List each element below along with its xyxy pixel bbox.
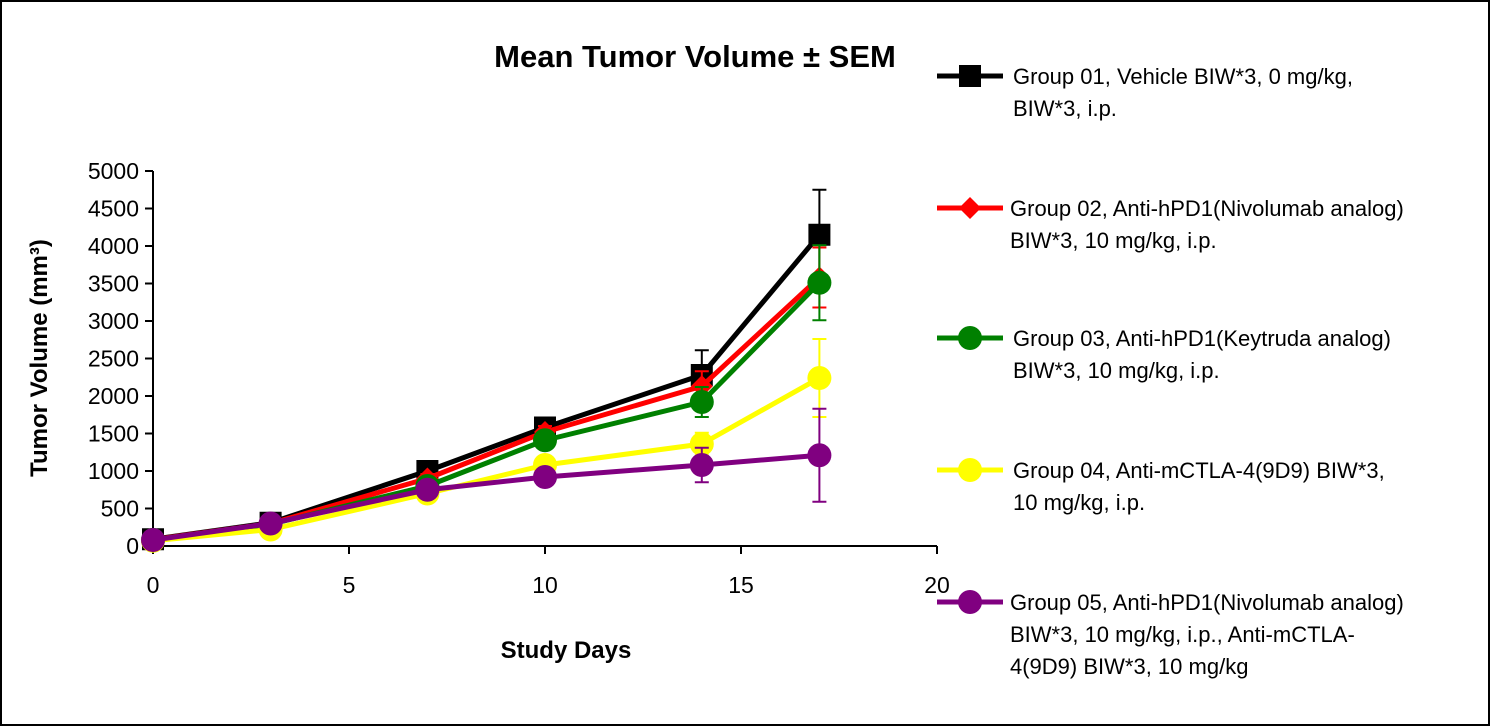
legend-label: BIW*3, 10 mg/kg, i.p. bbox=[1013, 358, 1220, 383]
series-2-group bbox=[142, 246, 831, 551]
legend-label: 10 mg/kg, i.p. bbox=[1013, 490, 1145, 515]
series-5-group bbox=[141, 407, 832, 552]
legend-marker bbox=[958, 590, 982, 614]
legend-marker bbox=[959, 65, 981, 87]
x-axis-ticks: 0 5 10 15 20 bbox=[147, 546, 950, 598]
legend-marker bbox=[959, 197, 981, 219]
y-tick-label: 1500 bbox=[88, 421, 139, 447]
legend-entry-4: Group 04, Anti-mCTLA-4(9D9) BIW*3, 10 mg/… bbox=[937, 458, 1385, 515]
legend-entry-3: Group 03, Anti-hPD1(Keytruda analog) BIW*… bbox=[937, 326, 1391, 383]
series-5-point bbox=[141, 528, 165, 552]
legend-label: 4(9D9) BIW*3, 10 mg/kg bbox=[1010, 654, 1248, 679]
legend: Group 01, Vehicle BIW*3, 0 mg/kg, BIW*3, … bbox=[937, 64, 1404, 679]
series-2-line bbox=[152, 275, 822, 543]
series-4-point bbox=[807, 366, 832, 390]
chart-title: Mean Tumor Volume ± SEM bbox=[494, 39, 896, 74]
x-tick-label: 15 bbox=[728, 572, 754, 598]
series-3-point bbox=[533, 428, 557, 453]
series-4-point bbox=[689, 432, 714, 456]
legend-label: Group 04, Anti-mCTLA-4(9D9) BIW*3, bbox=[1013, 458, 1385, 483]
series-3-group bbox=[141, 244, 832, 552]
series-4-line bbox=[152, 375, 821, 544]
series-layer bbox=[141, 188, 832, 553]
x-axis-title: Study Days bbox=[501, 637, 632, 664]
y-tick-label: 3500 bbox=[88, 271, 139, 297]
legend-label: Group 03, Anti-hPD1(Keytruda analog) bbox=[1013, 326, 1391, 351]
x-tick-label: 5 bbox=[343, 572, 356, 598]
series-1-point bbox=[808, 223, 831, 246]
y-tick-label: 5000 bbox=[88, 158, 139, 184]
series-3-point bbox=[807, 270, 832, 295]
legend-label: Group 05, Anti-hPD1(Nivolumab analog) bbox=[1010, 590, 1404, 615]
y-tick-label: 500 bbox=[101, 496, 139, 522]
legend-label: BIW*3, i.p. bbox=[1013, 96, 1117, 121]
x-tick-label: 20 bbox=[924, 572, 950, 598]
series-5-line bbox=[152, 452, 820, 543]
y-tick-label: 4500 bbox=[88, 196, 139, 222]
series-5-point bbox=[533, 465, 557, 489]
legend-entry-5: Group 05, Anti-hPD1(Nivolumab analog) BIW… bbox=[937, 590, 1404, 679]
legend-label: Group 01, Vehicle BIW*3, 0 mg/kg, bbox=[1013, 64, 1353, 89]
legend-label: BIW*3, 10 mg/kg, i.p., Anti-mCTLA- bbox=[1010, 622, 1355, 647]
x-tick-label: 0 bbox=[147, 572, 160, 598]
series-5-point bbox=[258, 511, 283, 536]
series-3-line bbox=[152, 280, 822, 543]
series-4-group bbox=[141, 338, 832, 553]
y-tick-label: 0 bbox=[126, 533, 139, 559]
y-tick-label: 3000 bbox=[88, 308, 139, 334]
legend-marker bbox=[958, 458, 982, 482]
y-axis-ticks: 0 500 1000 1500 2000 2500 3000 3500 4000 4500 5000 bbox=[88, 158, 153, 559]
series-5-point bbox=[807, 443, 832, 468]
legend-marker bbox=[958, 326, 982, 350]
legend-label: BIW*3, 10 mg/kg, i.p. bbox=[1010, 228, 1217, 253]
series-5-point bbox=[689, 453, 714, 477]
y-tick-label: 2000 bbox=[88, 383, 139, 409]
y-axis-title: Tumor Volume (mm³) bbox=[26, 239, 53, 477]
series-5-point bbox=[415, 477, 440, 502]
legend-label: Group 02, Anti-hPD1(Nivolumab analog) bbox=[1010, 196, 1404, 221]
y-tick-label: 2500 bbox=[88, 346, 139, 372]
legend-entry-2: Group 02, Anti-hPD1(Nivolumab analog) BIW… bbox=[937, 196, 1404, 253]
series-1-group bbox=[142, 188, 831, 551]
x-tick-label: 10 bbox=[532, 572, 558, 598]
y-tick-label: 4000 bbox=[88, 233, 139, 259]
legend-entry-1: Group 01, Vehicle BIW*3, 0 mg/kg, BIW*3, … bbox=[937, 64, 1353, 121]
y-tick-label: 1000 bbox=[88, 458, 139, 484]
series-3-point bbox=[689, 390, 714, 414]
